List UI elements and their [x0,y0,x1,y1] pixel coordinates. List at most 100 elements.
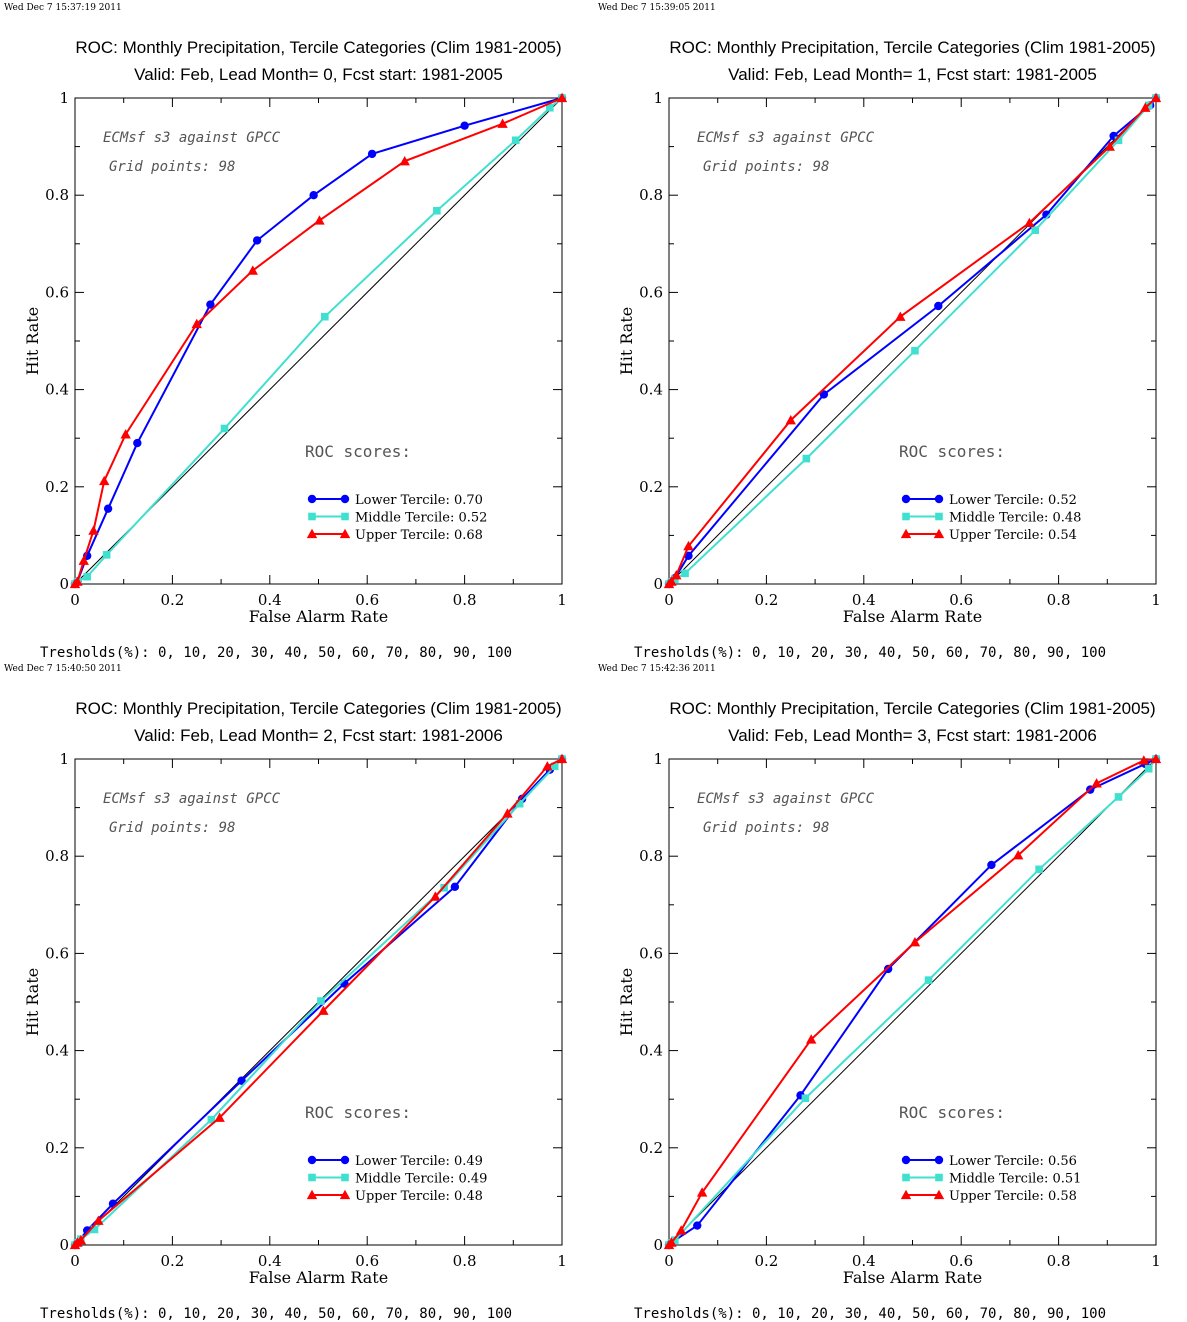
data-point [1035,865,1043,874]
roc-panel-lead-1: Wed Dec 7 15:39:05 2011 ROC: Monthly Prec… [594,0,1187,661]
y-tick-label: 0.6 [639,944,663,962]
x-tick-label: 0.4 [258,1252,282,1270]
legend-marker [935,1173,943,1182]
data-point [93,1215,104,1225]
legend-entry: Lower Tercile: 0.70 [355,493,483,508]
series-triangle [69,753,568,1250]
data-point [681,569,689,578]
y-tick-label: 1 [653,750,663,768]
y-tick-label: 0 [653,575,663,593]
roc-scores-heading: ROC scores: [899,442,1005,461]
data-point [1091,778,1102,788]
legend-marker [935,512,943,521]
x-axis-label: False Alarm Rate [843,1268,982,1287]
legend-marker [934,494,944,504]
data-point [247,265,258,275]
y-axis-label: Hit Rate [617,968,636,1036]
roc-panel-lead-3: Wed Dec 7 15:42:36 2011 ROC: Monthly Prec… [594,661,1187,1322]
series-line [668,758,1157,1246]
legend-entry: Middle Tercile: 0.48 [949,511,1081,526]
x-tick-label: 0.8 [453,1252,477,1270]
x-tick-label: 0 [664,591,674,609]
data-point [934,301,943,311]
data-point [666,1237,677,1247]
x-tick-label: 0.6 [355,591,379,609]
data-point [309,191,318,200]
legend-marker [306,1189,318,1200]
data-point [318,1005,329,1015]
y-tick-label: 0 [59,575,69,593]
legend-marker [902,1173,910,1182]
data-point [399,155,410,166]
data-point [542,761,553,771]
y-axis-label: Hit Rate [23,307,42,375]
data-point [911,346,919,355]
x-tick-label: 0.4 [258,591,282,609]
legend-marker [340,494,350,504]
data-point [133,438,142,448]
no-skill-diagonal [668,758,1157,1246]
y-tick-label: 0.2 [639,1139,663,1157]
annotation-model: ECMsf s3 against GPCC [103,130,281,146]
series-line [74,97,563,585]
series-triangle [663,92,1162,589]
y-tick-label: 1 [653,89,663,107]
legend-marker [900,528,912,539]
data-point [693,1221,702,1230]
data-point [1150,92,1162,103]
x-tick-label: 0.6 [949,1252,973,1270]
data-point [785,415,796,425]
data-point [206,300,215,309]
y-tick-label: 0.4 [639,381,663,399]
legend-marker [902,512,910,521]
timestamp: Wed Dec 7 15:39:05 2011 [598,3,716,13]
data-point [460,121,469,130]
roc-chart: Wed Dec 7 15:37:19 2011 ROC: Monthly Prec… [4,3,568,661]
data-point [75,1234,87,1245]
data-point [556,92,568,103]
x-tick-label: 0.2 [160,1252,184,1270]
x-axis-label: False Alarm Rate [249,1268,388,1287]
legend-entry: Lower Tercile: 0.56 [949,1154,1077,1169]
data-point [1104,141,1115,151]
data-point [317,997,325,1005]
data-point [72,576,83,586]
y-tick-label: 1 [59,89,69,107]
chart-subtitle: Valid: Feb, Lead Month= 0, Fcst start: 1… [134,65,503,84]
legend-marker [901,1155,911,1165]
annotation-grid-points: Grid points: 98 [703,820,829,836]
data-point [191,318,202,329]
data-point [909,937,921,947]
legend-marker [307,1155,317,1165]
roc-chart: Wed Dec 7 15:40:50 2011 ROC: Monthly Prec… [4,664,568,1322]
data-point [666,576,677,586]
y-tick-label: 0 [59,1236,69,1254]
data-point [683,540,694,551]
y-tick-label: 0.8 [639,847,663,865]
timestamp: Wed Dec 7 15:40:50 2011 [4,664,122,674]
data-point [252,236,262,245]
data-point [696,1187,708,1197]
roc-panel-lead-0: Wed Dec 7 15:37:19 2011 ROC: Monthly Prec… [0,0,593,661]
data-point [502,808,513,818]
legend-entry: Middle Tercile: 0.52 [355,511,487,526]
x-tick-label: 0.4 [852,1252,876,1270]
x-tick-label: 1 [557,1252,567,1270]
legend-entry: Lower Tercile: 0.52 [949,493,1077,508]
data-point [546,103,554,112]
roc-scores-heading: ROC scores: [305,442,411,461]
annotation-grid-points: Grid points: 98 [109,820,235,836]
roc-scores-heading: ROC scores: [899,1103,1005,1122]
data-point [220,424,229,433]
y-tick-label: 0 [653,1236,663,1254]
data-point [1031,226,1040,234]
legend-entry: Upper Tercile: 0.48 [355,1189,483,1204]
legend-marker [307,494,317,504]
y-tick-label: 0.2 [45,1139,69,1157]
data-point [214,1112,225,1122]
x-tick-label: 0.8 [1047,1252,1071,1270]
roc-scores-heading: ROC scores: [305,1103,411,1122]
series-triangle [69,92,568,589]
y-tick-label: 0.8 [45,186,69,204]
y-axis-label: Hit Rate [23,968,42,1036]
